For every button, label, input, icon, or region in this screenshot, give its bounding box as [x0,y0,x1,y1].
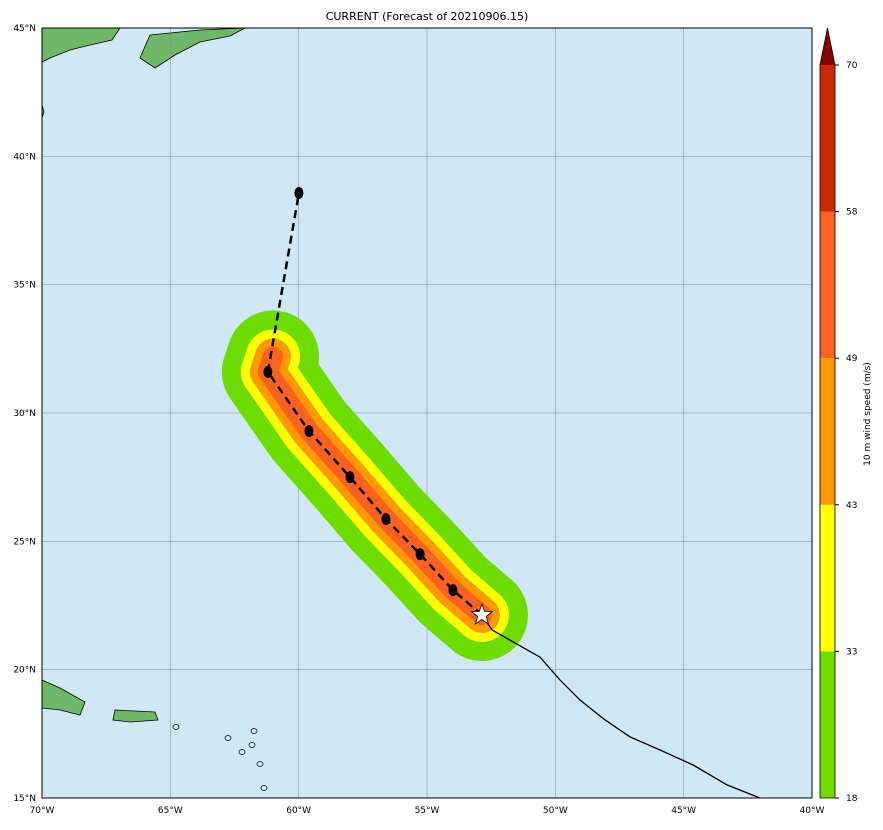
island [224,735,232,741]
map-layer [42,28,812,798]
colorbar-segment [820,504,835,652]
colorbar-tick-label: 33 [846,647,857,657]
map-frame [41,27,813,799]
lon-tick-label: 60°W [286,806,311,816]
colorbar-label: 10 m wind speed (m/s) [863,362,873,466]
colorbar-tick-label: 43 [846,501,857,511]
forecast-point [448,584,458,597]
land-mass [139,28,246,69]
island [256,761,264,767]
forecast-point [304,424,314,437]
colorbar-segment [820,65,835,212]
forecast-point [263,365,273,378]
colorbar-extend-arrow [820,28,835,65]
star-icon [470,602,494,625]
land-mass [42,679,86,716]
colorbar-tick-label: 70 [846,61,858,71]
lat-tick-label: 15°N [13,794,36,804]
lat-tick-label: 30°N [13,409,36,419]
land-mass [42,28,121,63]
island [260,785,268,791]
lon-tick-label: 55°W [415,806,440,816]
map-title: CURRENT (Forecast of 20210906.15) [326,10,529,23]
colorbar-segment [820,358,835,505]
island [248,742,256,748]
forecast-point [381,513,391,526]
past-track-line [481,614,761,798]
island [238,749,246,755]
lat-tick-label: 40°N [13,152,36,162]
lon-tick-label: 45°W [671,806,696,816]
land-mass [112,709,159,723]
island [250,728,258,734]
lon-tick-label: 50°W [543,806,568,816]
lat-tick-label: 20°N [13,666,36,676]
colorbar-tick-label: 49 [846,354,858,364]
colorbar-tick-label: 58 [846,208,858,218]
lat-tick-label: 45°N [13,24,36,34]
forecast-point [294,187,304,200]
lon-tick-label: 40°W [800,806,825,816]
lat-tick-label: 25°N [13,537,36,547]
forecast-point [345,471,355,484]
lat-tick-label: 35°N [13,281,36,291]
forecast-point [415,548,425,561]
forecast-track-line [266,192,483,616]
lon-tick-label: 65°W [158,806,183,816]
colorbar-outline [819,27,836,799]
colorbar-tick-label: 18 [846,794,858,804]
island [172,724,180,730]
colorbar-segment [820,211,835,359]
colorbar-segment [820,651,835,798]
lon-tick-label: 70°W [30,806,55,816]
